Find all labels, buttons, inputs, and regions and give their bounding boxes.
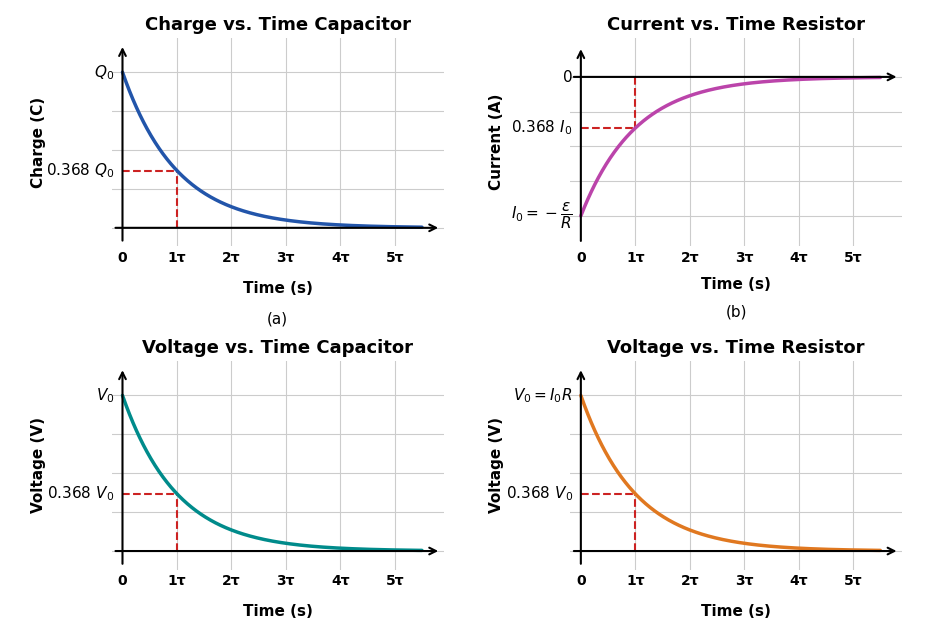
Text: Time (s): Time (s): [243, 280, 312, 296]
Text: Time (s): Time (s): [243, 604, 312, 619]
Text: Charge (C): Charge (C): [31, 97, 46, 188]
Text: (a): (a): [267, 312, 288, 327]
Text: 4τ: 4τ: [331, 251, 350, 265]
Text: Voltage (V): Voltage (V): [489, 417, 504, 513]
Text: 0: 0: [118, 251, 127, 265]
Text: $0.368\ V_0$: $0.368\ V_0$: [506, 484, 573, 503]
Text: 3τ: 3τ: [735, 251, 753, 265]
Text: 0: 0: [118, 574, 127, 588]
Text: 0: 0: [576, 574, 586, 588]
Text: 1τ: 1τ: [626, 574, 644, 588]
Text: $I_0=-\dfrac{\varepsilon}{R}$: $I_0=-\dfrac{\varepsilon}{R}$: [511, 201, 573, 231]
Text: (b): (b): [725, 305, 747, 320]
Text: 4τ: 4τ: [331, 574, 350, 588]
Text: 1τ: 1τ: [626, 251, 644, 265]
Title: Charge vs. Time Capacitor: Charge vs. Time Capacitor: [145, 16, 411, 34]
Text: $V_0$: $V_0$: [96, 386, 114, 404]
Text: 3τ: 3τ: [735, 574, 753, 588]
Text: 2τ: 2τ: [681, 251, 699, 265]
Text: Time (s): Time (s): [701, 277, 771, 292]
Text: 1τ: 1τ: [167, 574, 186, 588]
Text: Voltage (V): Voltage (V): [31, 417, 46, 513]
Text: 3τ: 3τ: [276, 574, 295, 588]
Title: Voltage vs. Time Capacitor: Voltage vs. Time Capacitor: [142, 339, 413, 357]
Text: $0.368\ Q_0$: $0.368\ Q_0$: [46, 161, 114, 180]
Text: 2τ: 2τ: [681, 574, 699, 588]
Text: 5τ: 5τ: [385, 251, 404, 265]
Text: 5τ: 5τ: [844, 251, 862, 265]
Text: 5τ: 5τ: [385, 574, 404, 588]
Text: 2τ: 2τ: [222, 251, 241, 265]
Text: 1τ: 1τ: [167, 251, 186, 265]
Title: Voltage vs. Time Resistor: Voltage vs. Time Resistor: [607, 339, 865, 357]
Text: $0.368\ I_0$: $0.368\ I_0$: [512, 119, 573, 137]
Text: 3τ: 3τ: [276, 251, 295, 265]
Text: $V_0=I_0R$: $V_0=I_0R$: [513, 386, 573, 404]
Text: Time (s): Time (s): [701, 604, 771, 619]
Text: 4τ: 4τ: [790, 574, 808, 588]
Text: Current (A): Current (A): [489, 94, 504, 191]
Text: $0.368\ V_0$: $0.368\ V_0$: [47, 484, 114, 503]
Text: 2τ: 2τ: [222, 574, 241, 588]
Title: Current vs. Time Resistor: Current vs. Time Resistor: [607, 16, 865, 34]
Text: 4τ: 4τ: [790, 251, 808, 265]
Text: 5τ: 5τ: [844, 574, 862, 588]
Text: $Q_0$: $Q_0$: [94, 63, 114, 82]
Text: 0: 0: [576, 251, 586, 265]
Text: $0$: $0$: [562, 69, 573, 85]
